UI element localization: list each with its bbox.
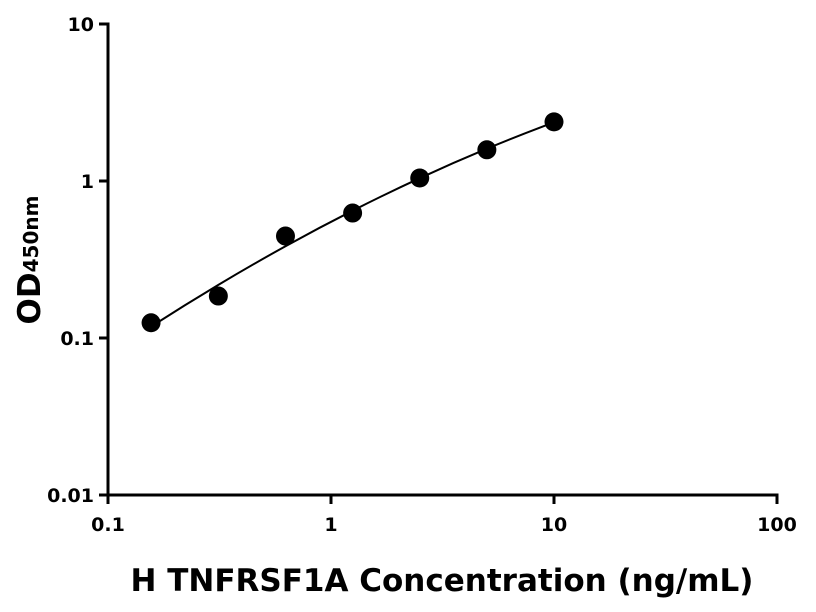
x-tick-label: 100 [757,514,797,536]
data-point [477,140,497,160]
x-tick-label: 1 [324,514,337,536]
y-axis-label-subscript: 450nm [19,196,43,273]
y-tick-label: 0.01 [47,485,94,507]
data-point [141,313,161,333]
y-axis-label-main: OD [12,272,48,324]
data-point [410,168,430,188]
data-point [208,286,228,306]
y-tick-label: 0.1 [60,328,94,350]
x-tick-label: 10 [541,514,567,536]
data-point [275,226,295,246]
y-axis-label: OD450nm [12,196,48,325]
x-axis-label: H TNFRSF1A Concentration (ng/mL) [131,563,754,599]
y-tick-label: 10 [68,14,94,36]
data-point [544,112,564,132]
y-tick-label: 1 [81,171,94,193]
x-tick-label: 0.1 [91,514,125,536]
data-point [343,203,363,223]
